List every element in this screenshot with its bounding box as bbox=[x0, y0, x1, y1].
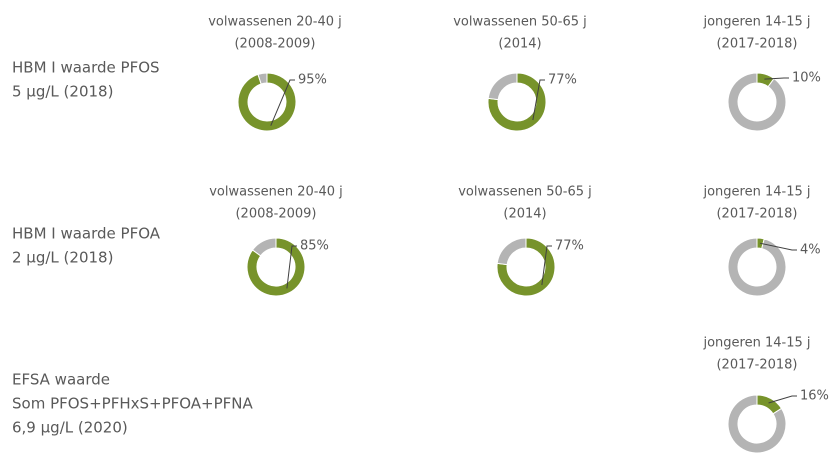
row-label: EFSA waarde bbox=[12, 371, 110, 389]
leader-line bbox=[532, 79, 545, 121]
value-label: 10% bbox=[792, 71, 821, 86]
value-label: 77% bbox=[555, 239, 584, 254]
leader-line bbox=[541, 245, 552, 286]
donut-segment bbox=[727, 394, 787, 454]
row-label: 6,9 µg/L (2020) bbox=[12, 419, 128, 437]
row-label: Som PFOS+PFHxS+PFOA+PFNA bbox=[12, 395, 254, 413]
chart-subtitle: (2008-2009) bbox=[235, 207, 316, 222]
donut-segment bbox=[246, 237, 306, 297]
value-label: 77% bbox=[548, 73, 577, 88]
chart-title: jongeren 14-15 j bbox=[702, 336, 810, 351]
donut-segment bbox=[237, 72, 297, 132]
row-label: HBM I waarde PFOS bbox=[12, 59, 160, 77]
leader-line bbox=[764, 77, 789, 80]
donut-segment bbox=[251, 237, 277, 257]
chart-subtitle: (2014) bbox=[503, 207, 546, 222]
chart-subtitle: (2017-2018) bbox=[716, 37, 797, 52]
row-label: 2 µg/L (2018) bbox=[12, 249, 113, 267]
row-label: HBM I waarde PFOA bbox=[12, 225, 161, 243]
chart-subtitle: (2014) bbox=[498, 37, 541, 52]
leader-line bbox=[270, 79, 295, 126]
donut-segment bbox=[487, 72, 518, 101]
chart-title: jongeren 14-15 j bbox=[702, 185, 810, 200]
chart-title: volwassenen 50-65 j bbox=[458, 185, 592, 200]
donut-segment bbox=[257, 72, 268, 85]
chart-title: volwassenen 20-40 j bbox=[209, 185, 343, 200]
value-label: 16% bbox=[800, 389, 829, 404]
donut-segment bbox=[727, 237, 787, 297]
chart-title: volwassenen 50-65 j bbox=[453, 15, 587, 30]
donut-segment bbox=[496, 237, 527, 266]
chart-title: volwassenen 20-40 j bbox=[208, 15, 342, 30]
value-label: 4% bbox=[800, 243, 821, 258]
chart-subtitle: (2017-2018) bbox=[716, 207, 797, 222]
leader-line bbox=[768, 395, 797, 404]
value-label: 95% bbox=[298, 73, 327, 88]
row-label: 5 µg/L (2018) bbox=[12, 83, 113, 101]
leader-line bbox=[759, 242, 797, 251]
leader-line bbox=[286, 245, 297, 289]
chart-title: jongeren 14-15 j bbox=[702, 15, 810, 30]
chart-subtitle: (2008-2009) bbox=[234, 37, 315, 52]
value-label: 85% bbox=[300, 239, 329, 254]
donut-segment bbox=[727, 72, 787, 132]
chart-subtitle: (2017-2018) bbox=[716, 358, 797, 373]
donut-segment bbox=[496, 237, 556, 297]
